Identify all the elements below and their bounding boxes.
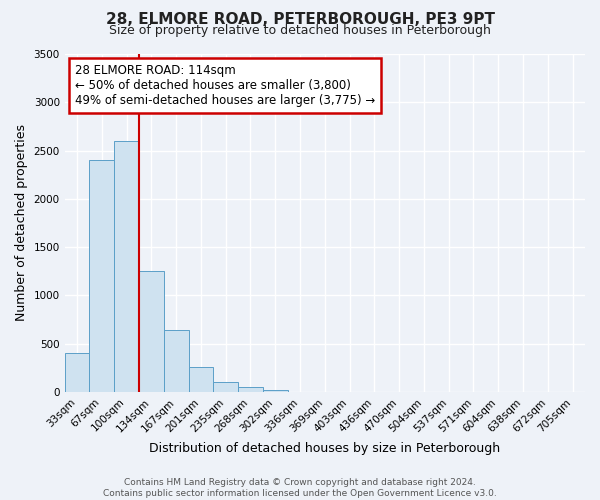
Bar xyxy=(263,390,287,392)
Bar xyxy=(164,330,188,392)
Bar xyxy=(139,272,164,392)
Text: Size of property relative to detached houses in Peterborough: Size of property relative to detached ho… xyxy=(109,24,491,37)
Text: 28 ELMORE ROAD: 114sqm
← 50% of detached houses are smaller (3,800)
49% of semi-: 28 ELMORE ROAD: 114sqm ← 50% of detached… xyxy=(75,64,376,107)
X-axis label: Distribution of detached houses by size in Peterborough: Distribution of detached houses by size … xyxy=(149,442,500,455)
Bar xyxy=(65,354,89,392)
Y-axis label: Number of detached properties: Number of detached properties xyxy=(15,124,28,322)
Bar xyxy=(114,141,139,392)
Text: 28, ELMORE ROAD, PETERBOROUGH, PE3 9PT: 28, ELMORE ROAD, PETERBOROUGH, PE3 9PT xyxy=(106,12,494,28)
Bar xyxy=(89,160,114,392)
Bar xyxy=(188,367,214,392)
Bar xyxy=(214,382,238,392)
Text: Contains HM Land Registry data © Crown copyright and database right 2024.
Contai: Contains HM Land Registry data © Crown c… xyxy=(103,478,497,498)
Bar xyxy=(238,387,263,392)
